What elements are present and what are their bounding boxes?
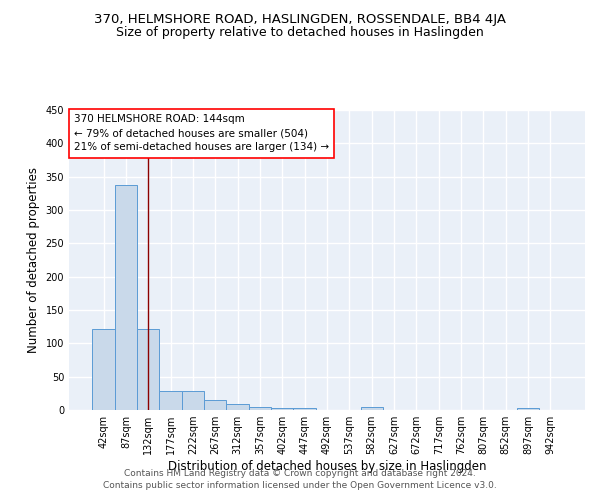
Text: 370, HELMSHORE ROAD, HASLINGDEN, ROSSENDALE, BB4 4JA: 370, HELMSHORE ROAD, HASLINGDEN, ROSSEND… — [94, 12, 506, 26]
Bar — [361, 408, 383, 410]
Bar — [271, 408, 293, 410]
Bar — [249, 406, 271, 410]
Bar — [517, 408, 539, 410]
Bar — [92, 328, 115, 410]
Text: 370 HELMSHORE ROAD: 144sqm
← 79% of detached houses are smaller (504)
21% of sem: 370 HELMSHORE ROAD: 144sqm ← 79% of deta… — [74, 114, 329, 152]
Bar — [160, 392, 182, 410]
Bar — [226, 404, 249, 410]
Text: Size of property relative to detached houses in Haslingden: Size of property relative to detached ho… — [116, 26, 484, 39]
X-axis label: Distribution of detached houses by size in Haslingden: Distribution of detached houses by size … — [168, 460, 486, 473]
Bar — [137, 328, 160, 410]
Bar — [293, 408, 316, 410]
Bar — [115, 184, 137, 410]
Y-axis label: Number of detached properties: Number of detached properties — [27, 167, 40, 353]
Text: Contains HM Land Registry data © Crown copyright and database right 2024.
Contai: Contains HM Land Registry data © Crown c… — [103, 468, 497, 490]
Bar — [204, 400, 226, 410]
Bar — [182, 392, 204, 410]
